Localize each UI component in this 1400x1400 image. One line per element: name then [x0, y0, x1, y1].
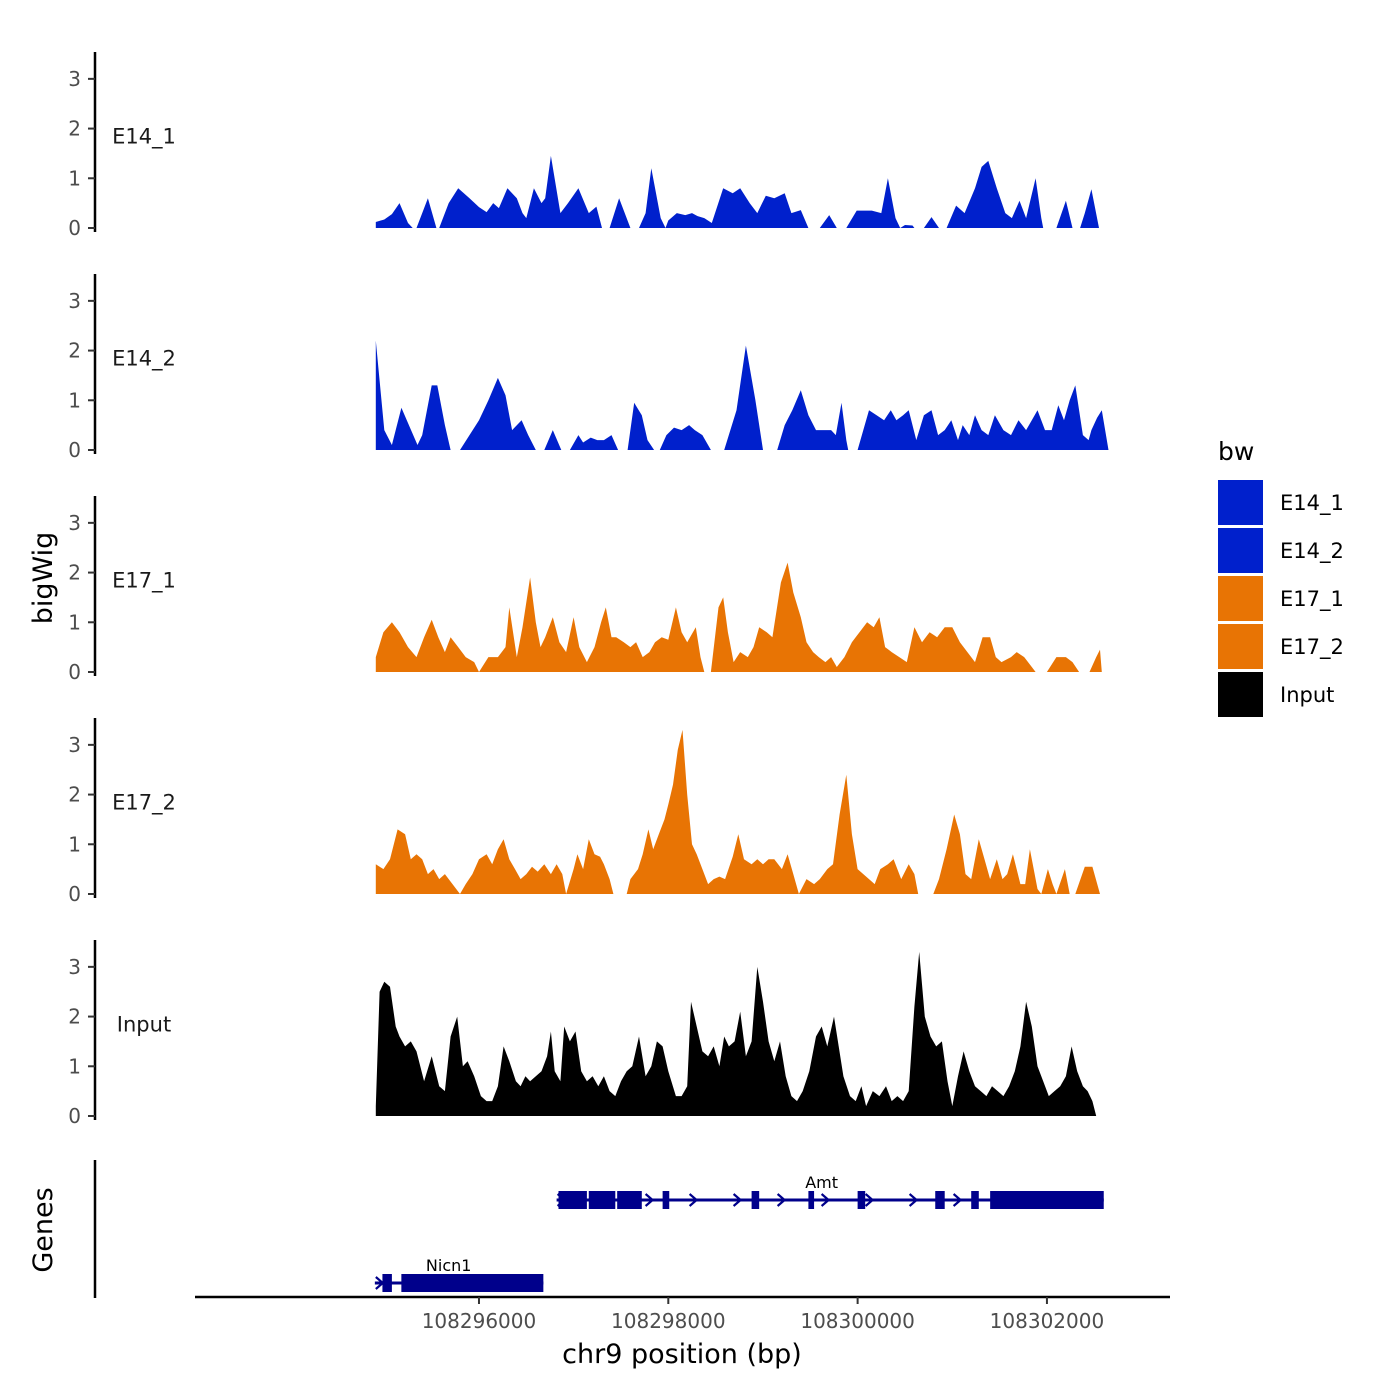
legend-label: E17_2 — [1280, 635, 1344, 660]
gene-label-nicn1: Nicn1 — [426, 1256, 472, 1275]
track-e17-1: 0 1 2 3 E17_1 — [68, 496, 1102, 684]
legend-title: bw — [1218, 437, 1254, 466]
track-label-e14-2: E14_2 — [112, 346, 176, 371]
strand-arrow — [776, 1193, 787, 1207]
track-label-input: Input — [117, 1012, 171, 1036]
y-tick-label: 0 — [68, 216, 81, 240]
x-tick-label: 108300000 — [800, 1309, 915, 1333]
genes-track-title: Genes — [28, 1187, 59, 1272]
coverage-area-e14-2 — [375, 340, 1109, 450]
legend-entry-e14-2: E14_2 — [1218, 528, 1344, 573]
track-input: 0 1 2 3 Input — [68, 940, 1097, 1128]
strand-arrow — [864, 1193, 875, 1207]
coverage-area-e17-1 — [375, 562, 1102, 672]
track-e14-2: 0 1 2 3 E14_2 — [68, 274, 1109, 462]
x-tick-label: 108296000 — [422, 1309, 537, 1333]
exon — [558, 1191, 587, 1209]
legend-label: E14_2 — [1280, 539, 1344, 564]
legend-label: E17_1 — [1280, 587, 1344, 612]
legend: bw E14_1 E14_2 E17_1 E17_2 Input — [1218, 437, 1344, 717]
y-tick-label: 1 — [68, 166, 81, 190]
y-tick-label: 3 — [68, 289, 81, 313]
y-tick-label: 2 — [68, 117, 81, 141]
y-tick-label: 0 — [68, 660, 81, 684]
gene-track: Amt Nicn1 — [93, 1160, 1104, 1298]
legend-swatch — [1218, 576, 1263, 621]
y-tick-label: 1 — [68, 832, 81, 856]
legend-swatch — [1218, 480, 1263, 525]
exon — [588, 1191, 616, 1209]
gene-nicn1: Nicn1 — [374, 1256, 544, 1292]
y-tick-label: 2 — [68, 339, 81, 363]
legend-label: E14_1 — [1280, 491, 1344, 516]
legend-entry-e17-2: E17_2 — [1218, 624, 1344, 669]
y-tick-label: 3 — [68, 955, 81, 979]
exon — [990, 1191, 1104, 1209]
y-tick-label: 1 — [68, 610, 81, 634]
y-tick-label: 1 — [68, 388, 81, 412]
exon — [401, 1274, 544, 1292]
coverage-area-e14-1 — [375, 155, 1099, 228]
x-axis: 108296000 108298000 108300000 108302000 — [195, 1295, 1170, 1333]
exon — [935, 1191, 945, 1209]
legend-swatch — [1218, 672, 1263, 717]
strand-arrow — [952, 1193, 963, 1207]
track-label-e14-1: E14_1 — [112, 124, 176, 149]
strand-arrow — [688, 1193, 699, 1207]
track-label-e17-1: E17_1 — [112, 568, 176, 593]
x-axis-title: chr9 position (bp) — [562, 1339, 802, 1370]
strand-arrow — [908, 1193, 919, 1207]
coverage-tracks: 0 1 2 3 E14_1 0 1 2 3 E14_2 0 1 2 3 E17_1 0 1 2 3 E17_2 0 1 2 3… — [68, 52, 1109, 1128]
strand-arrow — [644, 1193, 655, 1207]
exon — [382, 1274, 392, 1292]
y-tick-label: 2 — [68, 783, 81, 807]
strand-arrow — [820, 1193, 831, 1207]
legend-swatch — [1218, 528, 1263, 573]
y-tick-label: 2 — [68, 1005, 81, 1029]
exon — [617, 1191, 642, 1209]
exon — [857, 1191, 866, 1209]
y-tick-label: 3 — [68, 733, 81, 757]
gene-label-amt: Amt — [805, 1173, 838, 1192]
x-tick-label: 108302000 — [990, 1309, 1105, 1333]
coverage-area-input — [375, 951, 1097, 1116]
coverage-area-e17-2 — [375, 729, 1100, 894]
exon — [808, 1191, 815, 1209]
strand-arrow — [732, 1193, 743, 1207]
legend-entry-e17-1: E17_1 — [1218, 576, 1344, 621]
track-e14-1: 0 1 2 3 E14_1 — [68, 52, 1099, 240]
legend-swatch — [1218, 624, 1263, 669]
legend-entry-e14-1: E14_1 — [1218, 480, 1344, 525]
gene-amt: Amt — [556, 1173, 1104, 1209]
track-e17-2: 0 1 2 3 E17_2 — [68, 718, 1100, 906]
track-label-e17-2: E17_2 — [112, 790, 176, 815]
y-tick-label: 3 — [68, 511, 81, 535]
legend-label: Input — [1280, 683, 1334, 707]
y-tick-label: 0 — [68, 882, 81, 906]
y-axis-title: bigWig — [28, 532, 59, 625]
y-tick-label: 2 — [68, 561, 81, 585]
exon — [662, 1191, 670, 1209]
y-tick-label: 3 — [68, 67, 81, 91]
legend-entry-input: Input — [1218, 672, 1334, 717]
y-tick-label: 1 — [68, 1054, 81, 1078]
y-tick-label: 0 — [68, 1104, 81, 1128]
exon — [751, 1191, 760, 1209]
exon — [971, 1191, 979, 1209]
y-tick-label: 0 — [68, 438, 81, 462]
x-tick-label: 108298000 — [611, 1309, 726, 1333]
